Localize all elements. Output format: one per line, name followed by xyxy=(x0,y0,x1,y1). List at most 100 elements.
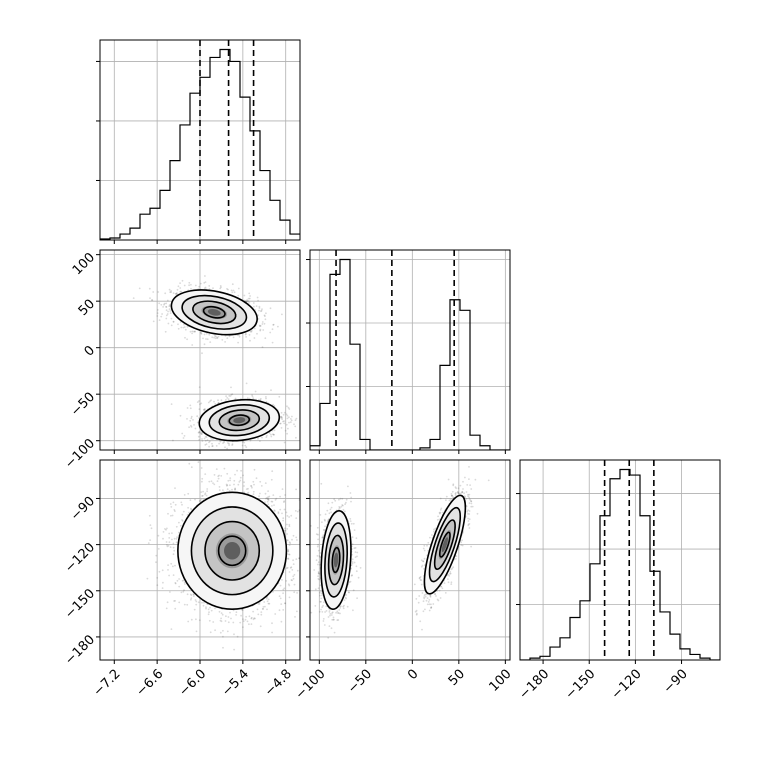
sample-point xyxy=(250,485,252,487)
sample-point xyxy=(280,415,283,418)
sample-point xyxy=(172,321,175,323)
sample-point xyxy=(206,338,209,341)
sample-point xyxy=(209,631,212,634)
sample-point xyxy=(180,591,183,594)
sample-point xyxy=(234,473,236,476)
sample-point xyxy=(204,492,207,495)
sample-point xyxy=(166,313,169,315)
sample-point xyxy=(246,620,249,623)
sample-point xyxy=(244,618,247,621)
sample-point xyxy=(186,418,188,420)
sample-point xyxy=(163,303,165,306)
sample-point xyxy=(295,417,298,420)
sample-point xyxy=(279,584,282,587)
sample-point xyxy=(256,332,258,335)
sample-point xyxy=(222,646,224,649)
sample-point xyxy=(259,325,262,327)
sample-point xyxy=(285,580,288,582)
sample-point xyxy=(190,283,192,286)
sample-point xyxy=(250,623,253,625)
sample-point xyxy=(194,498,196,501)
sample-point xyxy=(165,528,167,531)
sample-point xyxy=(278,609,281,612)
sample-point xyxy=(220,399,223,402)
sample-point xyxy=(252,493,255,496)
sample-point xyxy=(257,318,260,320)
sample-point xyxy=(174,503,177,506)
sample-point xyxy=(174,487,176,489)
sample-point xyxy=(214,403,217,405)
sample-point xyxy=(174,510,176,512)
panel-frame-1-1 xyxy=(309,249,511,451)
sample-point xyxy=(290,419,293,422)
sample-point xyxy=(286,405,288,408)
sample-point xyxy=(238,335,241,338)
sample-point xyxy=(228,444,231,446)
sample-point xyxy=(211,336,214,339)
x-tick-label: −150 xyxy=(563,667,599,703)
sample-point xyxy=(161,313,164,315)
sample-point xyxy=(172,439,174,442)
sample-point xyxy=(167,322,170,325)
sample-point xyxy=(287,427,289,430)
sample-point xyxy=(200,431,203,434)
sample-point xyxy=(232,621,235,624)
sample-point xyxy=(220,612,223,614)
sample-point xyxy=(189,499,192,501)
contour-line xyxy=(192,300,237,325)
sample-point xyxy=(149,524,152,526)
sample-point xyxy=(207,401,210,404)
y-tick-label: −50 xyxy=(68,390,98,420)
sample-point xyxy=(254,390,257,393)
sample-point xyxy=(180,326,183,329)
sample-point xyxy=(182,326,185,329)
sample-point xyxy=(217,451,219,453)
sample-point xyxy=(293,573,296,576)
sample-point xyxy=(188,511,190,514)
sample-point xyxy=(248,297,251,300)
sample-point xyxy=(164,528,166,530)
sample-point xyxy=(270,433,272,436)
sample-point xyxy=(158,319,161,321)
contour-line xyxy=(218,409,261,432)
sample-point xyxy=(223,441,225,444)
sample-point xyxy=(198,400,200,402)
sample-point xyxy=(253,617,256,620)
sample-point xyxy=(196,401,199,403)
sample-point xyxy=(215,335,217,338)
sample-point xyxy=(170,324,173,327)
sample-point xyxy=(229,611,231,614)
sample-point xyxy=(166,545,169,548)
sample-point xyxy=(245,336,248,338)
sample-point xyxy=(224,446,226,449)
sample-point xyxy=(200,467,203,469)
sample-point xyxy=(253,468,256,471)
sample-point xyxy=(174,582,177,584)
sample-point xyxy=(288,525,291,528)
sample-point xyxy=(264,337,267,340)
sample-point xyxy=(263,601,266,603)
sample-point xyxy=(198,431,201,434)
sample-point xyxy=(172,574,175,576)
sample-point xyxy=(242,620,245,622)
sample-point xyxy=(231,283,234,286)
sample-point xyxy=(194,330,196,333)
sample-point xyxy=(257,314,259,317)
sample-point xyxy=(215,468,218,470)
sample-point xyxy=(175,525,178,528)
sample-point xyxy=(233,291,236,294)
sample-point xyxy=(266,600,269,603)
sample-point xyxy=(231,488,233,491)
histogram-2 xyxy=(520,460,720,660)
sample-point xyxy=(269,331,272,334)
sample-point xyxy=(273,433,275,436)
sample-point xyxy=(205,607,207,610)
sample-point xyxy=(288,421,290,424)
sample-point xyxy=(228,395,231,397)
sample-point xyxy=(212,482,214,484)
sample-point xyxy=(246,397,249,400)
sample-point xyxy=(248,334,251,336)
grid-2-2 xyxy=(520,460,720,660)
sample-point xyxy=(166,299,169,302)
sample-point xyxy=(279,495,281,498)
